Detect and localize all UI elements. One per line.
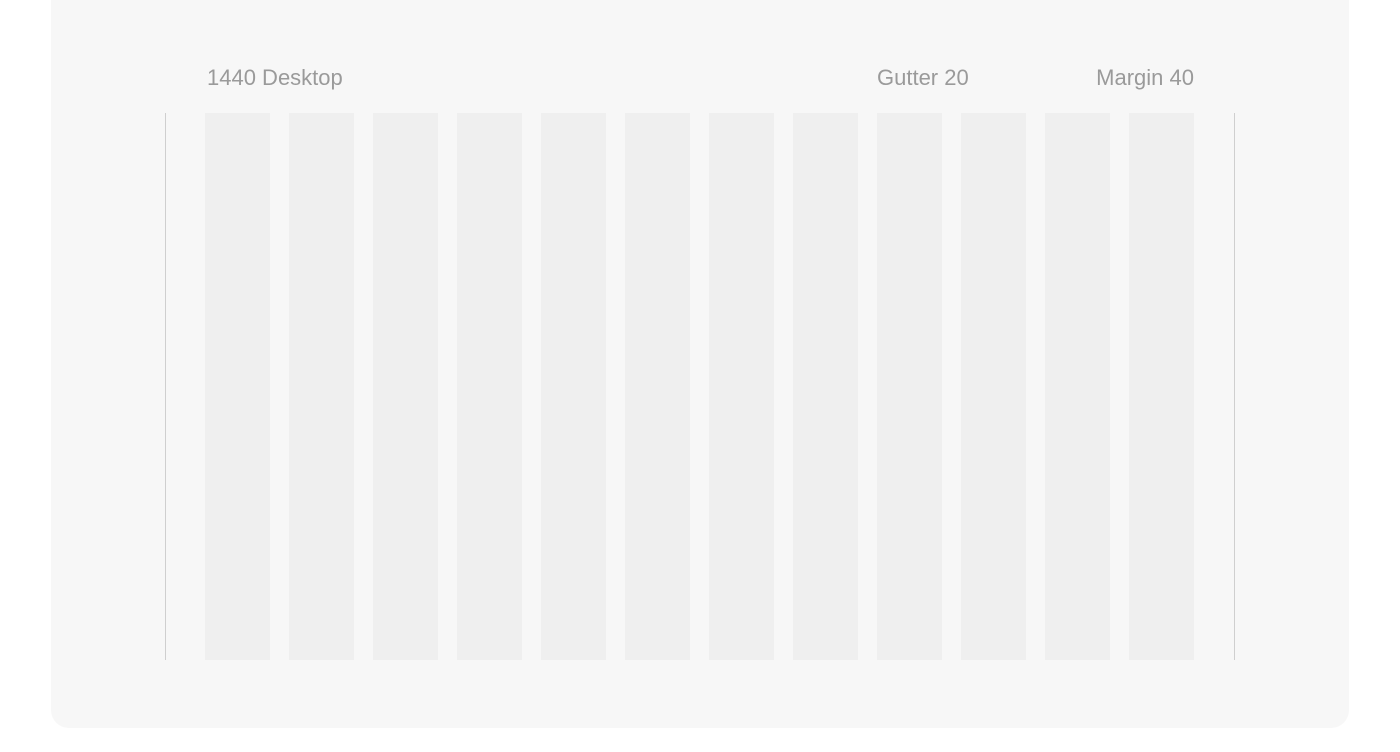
breakpoint-label: 1440 Desktop — [207, 65, 343, 90]
grid-column — [541, 113, 606, 660]
grid-column — [373, 113, 438, 660]
grid-column — [289, 113, 354, 660]
grid-column — [1129, 113, 1194, 660]
grid-column — [1045, 113, 1110, 660]
grid-column — [961, 113, 1026, 660]
gutter-label: Gutter 20 — [877, 65, 969, 90]
right-margin-line — [1234, 113, 1235, 660]
grid-column — [205, 113, 270, 660]
left-margin-line — [165, 113, 166, 660]
grid-column — [793, 113, 858, 660]
grid-column — [709, 113, 774, 660]
margin-label: Margin 40 — [1096, 65, 1194, 90]
grid-column — [877, 113, 942, 660]
grid-column — [625, 113, 690, 660]
grid-column — [457, 113, 522, 660]
